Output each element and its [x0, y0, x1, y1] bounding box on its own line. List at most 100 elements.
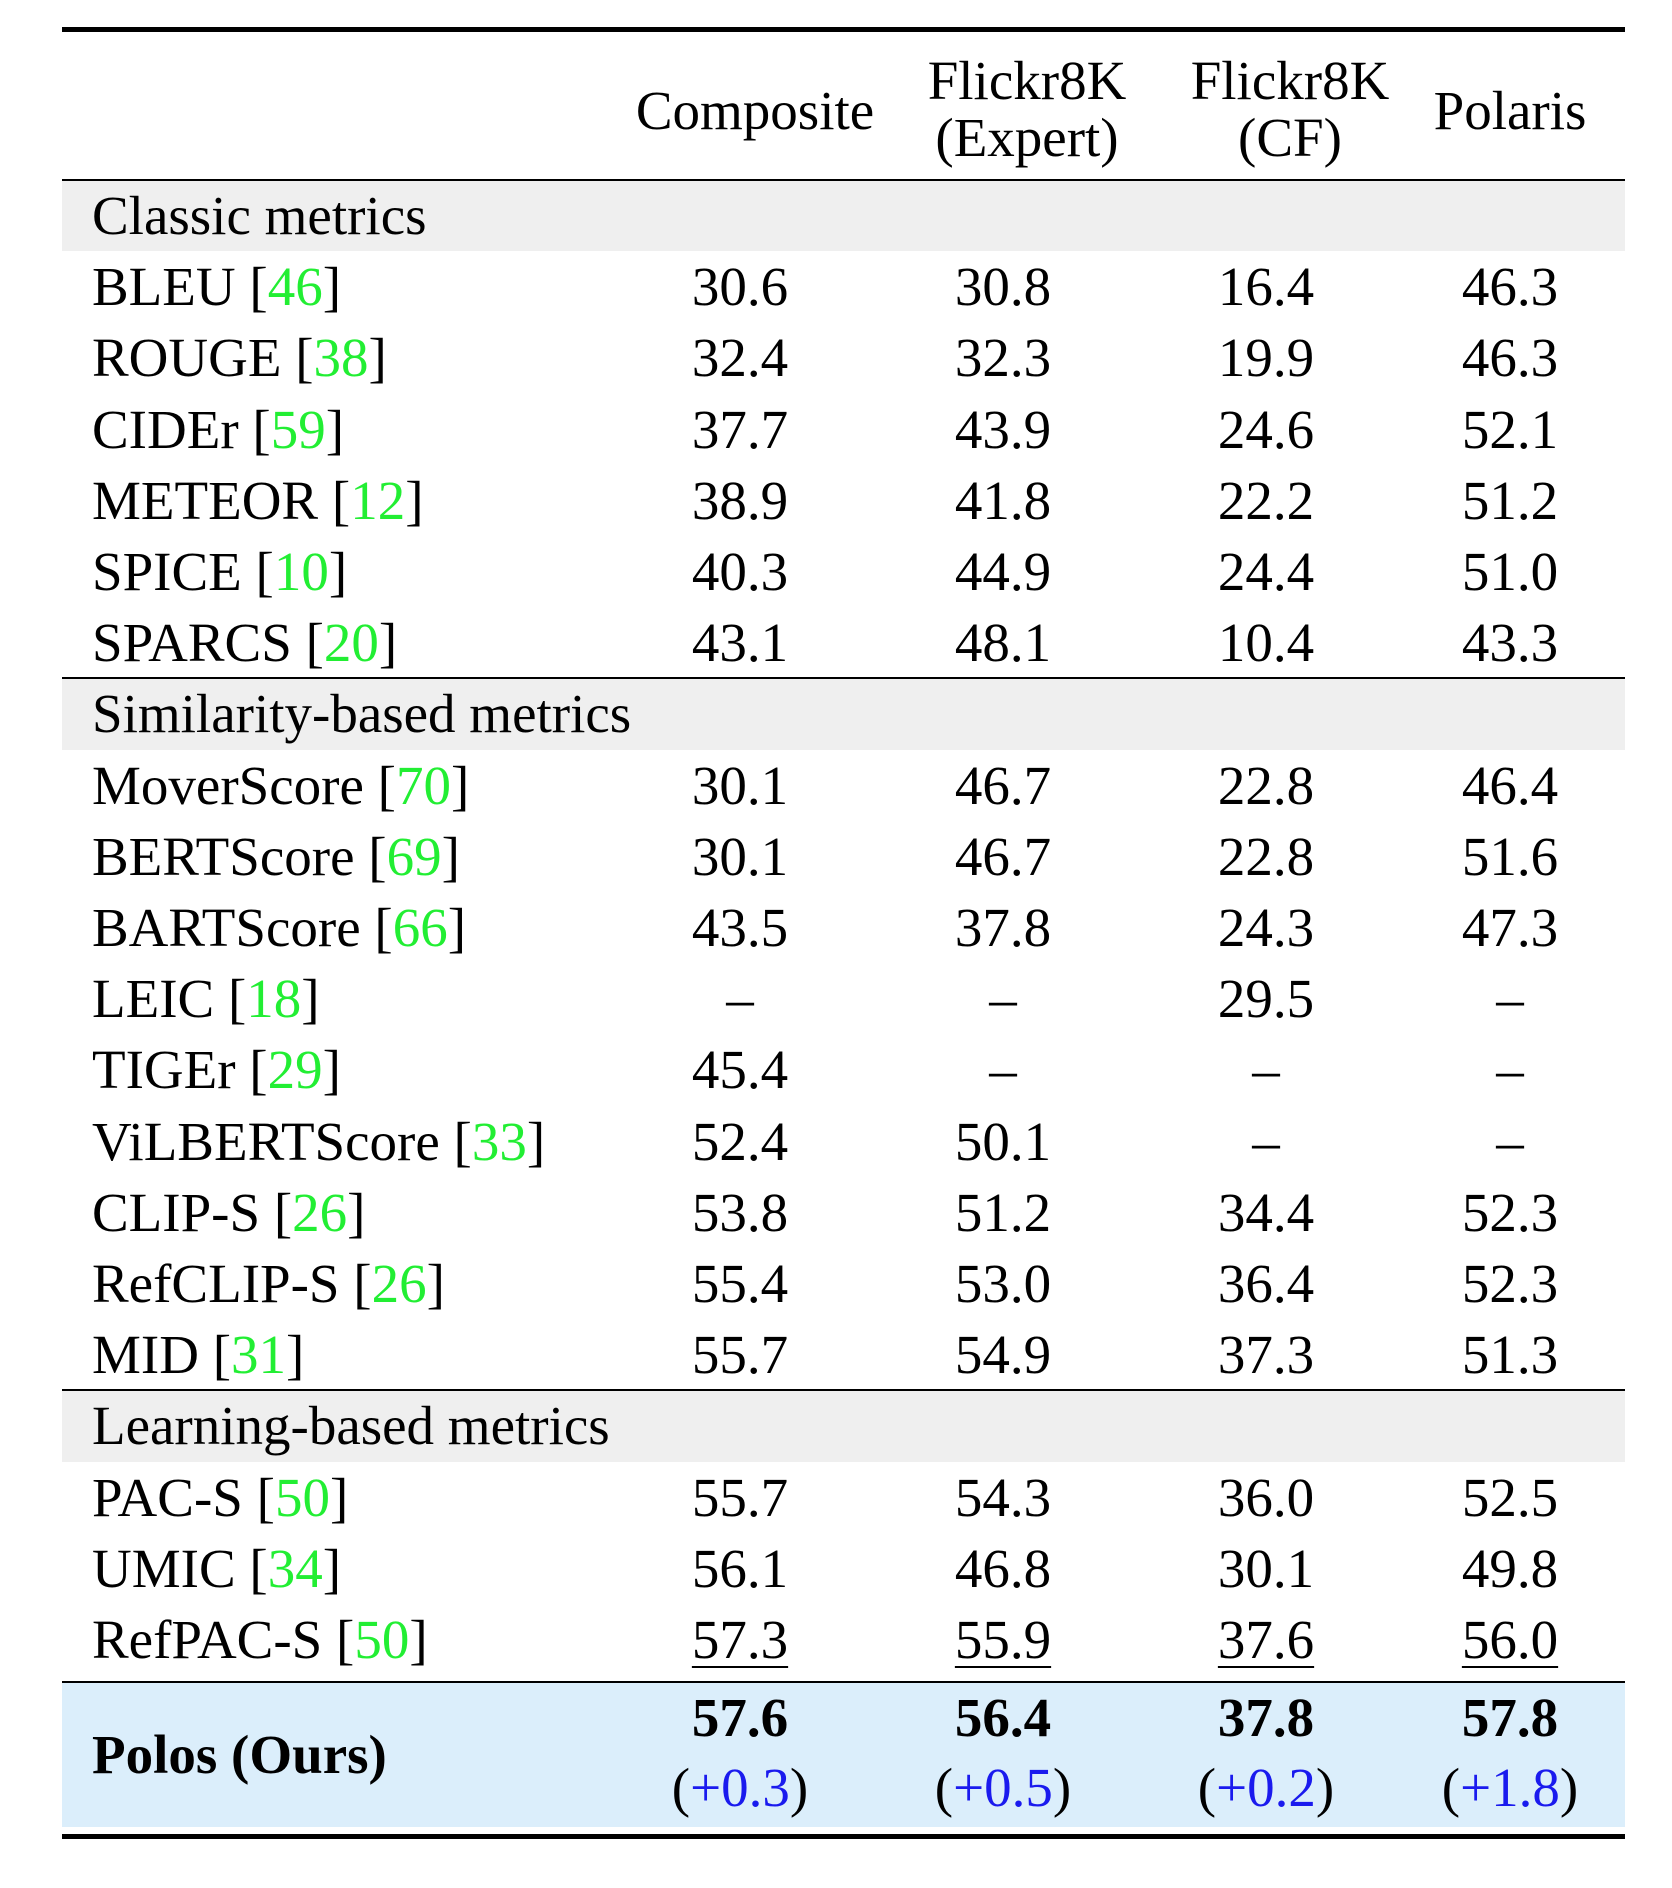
table-row: ROUGE [38] 32.4 32.3 19.9 46.3 — [0, 322, 1672, 393]
value-composite: 52.4 — [691, 1110, 789, 1172]
metric-name: MID [31] — [92, 1324, 305, 1386]
metric-label: TIGEr — [92, 1039, 236, 1101]
metric-name: MoverScore [70] — [92, 754, 470, 816]
value-cf: 10.4 — [1217, 612, 1315, 674]
metric-name: UMIC [34] — [92, 1537, 342, 1599]
value-polaris: 52.5 — [1461, 1466, 1559, 1528]
metric-label: ViLBERTScore — [92, 1110, 440, 1172]
metric-label: PAC-S — [92, 1466, 243, 1528]
citation-link[interactable]: 29 — [267, 1039, 323, 1101]
value-expert: 51.2 — [954, 1181, 1052, 1243]
value-expert: 46.7 — [954, 825, 1052, 887]
metric-name: PAC-S [50] — [92, 1466, 349, 1528]
citation-link[interactable]: 38 — [313, 327, 369, 389]
ours-value-cf: 37.8 — [1217, 1687, 1315, 1748]
table-row: TIGEr [29] 45.4 – – – — [0, 1034, 1672, 1105]
metric-label: CIDEr — [92, 398, 239, 460]
citation-link[interactable]: 50 — [354, 1609, 410, 1670]
metric-label: BARTScore — [92, 897, 361, 958]
group-header: Classic metrics — [0, 180, 1672, 251]
value-cf: 37.6 — [1217, 1609, 1315, 1670]
value-expert: 54.3 — [954, 1466, 1052, 1528]
citation-link[interactable]: 66 — [392, 897, 448, 958]
metric-label: UMIC — [92, 1537, 236, 1599]
value-polaris: 43.3 — [1461, 612, 1559, 674]
value-composite: 30.1 — [691, 754, 789, 816]
citation-link[interactable]: 34 — [267, 1537, 323, 1599]
header-rule — [62, 179, 1625, 181]
value-cf: 34.4 — [1217, 1181, 1315, 1243]
value-expert: 44.9 — [954, 541, 1052, 602]
value-cf: 24.6 — [1217, 398, 1315, 460]
header-flickr8k-cf-line1: Flickr8K — [1190, 50, 1390, 111]
metric-name: CLIP-S [26] — [92, 1181, 366, 1243]
header-composite: Composite — [635, 80, 875, 141]
value-composite: 55.7 — [691, 1466, 789, 1528]
metric-label: BERTScore — [92, 825, 355, 887]
citation-link[interactable]: 69 — [386, 825, 442, 887]
citation-link[interactable]: 26 — [371, 1253, 427, 1314]
value-composite: 45.4 — [691, 1039, 789, 1101]
group-rule — [62, 1389, 1625, 1392]
metric-name: BARTScore [66] — [92, 897, 467, 958]
citation-link[interactable]: 50 — [274, 1466, 330, 1528]
ours-name: Polos (Ours) — [92, 1724, 387, 1785]
value-cf: 30.1 — [1217, 1537, 1315, 1599]
value-composite: 55.4 — [691, 1253, 789, 1314]
value-polaris: – — [1496, 968, 1524, 1030]
ours-delta-composite: (+0.3) — [671, 1757, 809, 1818]
ours-row: Polos (Ours) 57.6 56.4 37.8 57.8 (+0.3) … — [0, 1682, 1672, 1827]
metric-name: ROUGE [38] — [92, 327, 387, 389]
metric-name: ViLBERTScore [33] — [92, 1110, 546, 1172]
value-cf: 36.4 — [1217, 1253, 1315, 1314]
header-flickr8k-expert-line2: (Expert) — [935, 107, 1119, 168]
header-flickr8k-cf: Flickr8K (CF) — [1140, 52, 1440, 166]
citation-link[interactable]: 12 — [350, 469, 406, 531]
citation-link[interactable]: 20 — [323, 612, 379, 674]
metric-label: LEIC — [92, 968, 215, 1030]
value-expert: 46.8 — [954, 1537, 1052, 1599]
metric-name: SPARCS [20] — [92, 612, 398, 674]
ours-row-band — [62, 1682, 1625, 1827]
value-cf: – — [1252, 1039, 1280, 1101]
top-rule — [62, 27, 1625, 32]
value-cf: – — [1252, 1110, 1280, 1172]
citation-link[interactable]: 33 — [471, 1110, 527, 1172]
value-cf: 22.8 — [1217, 754, 1315, 816]
value-composite: 32.4 — [691, 327, 789, 389]
table-row: SPARCS [20] 43.1 48.1 10.4 43.3 — [0, 607, 1672, 678]
group-rule — [62, 677, 1625, 680]
value-polaris: 46.3 — [1461, 327, 1559, 389]
value-polaris: 51.0 — [1461, 541, 1559, 602]
header-flickr8k-expert-line1: Flickr8K — [927, 50, 1127, 111]
table-row: BLEU [46] 30.6 30.8 16.4 46.3 — [0, 251, 1672, 322]
header-flickr8k-expert: Flickr8K (Expert) — [877, 52, 1177, 166]
ours-value-expert: 56.4 — [954, 1687, 1052, 1748]
metric-name: RefCLIP-S [26] — [92, 1253, 445, 1314]
citation-link[interactable]: 46 — [267, 256, 323, 318]
group-header-band — [62, 181, 1625, 252]
group-header: Learning-based metrics — [0, 1390, 1672, 1461]
value-composite: 30.6 — [691, 256, 789, 318]
citation-link[interactable]: 18 — [246, 968, 302, 1030]
table-row: RefPAC-S [50] 57.3 55.9 37.6 56.0 — [0, 1604, 1672, 1675]
value-cf: 29.5 — [1217, 968, 1315, 1030]
value-polaris: 52.3 — [1461, 1181, 1559, 1243]
value-composite: – — [726, 968, 754, 1030]
metric-name: CIDEr [59] — [92, 398, 345, 460]
table-row: BERTScore [69] 30.1 46.7 22.8 51.6 — [0, 821, 1672, 892]
citation-link[interactable]: 10 — [273, 541, 329, 602]
bottom-rule — [62, 1834, 1625, 1839]
metric-name: SPICE [10] — [92, 541, 348, 602]
group-title: Learning-based metrics — [92, 1395, 610, 1457]
citation-link[interactable]: 31 — [231, 1324, 287, 1386]
value-polaris: – — [1496, 1110, 1524, 1172]
citation-link[interactable]: 59 — [270, 398, 326, 460]
citation-link[interactable]: 26 — [292, 1181, 348, 1243]
value-polaris: 47.3 — [1461, 897, 1559, 958]
value-composite: 40.3 — [691, 541, 789, 602]
value-polaris: 46.3 — [1461, 256, 1559, 318]
citation-link[interactable]: 70 — [395, 754, 451, 816]
metric-label: RefCLIP-S — [92, 1253, 340, 1314]
value-composite: 30.1 — [691, 825, 789, 887]
